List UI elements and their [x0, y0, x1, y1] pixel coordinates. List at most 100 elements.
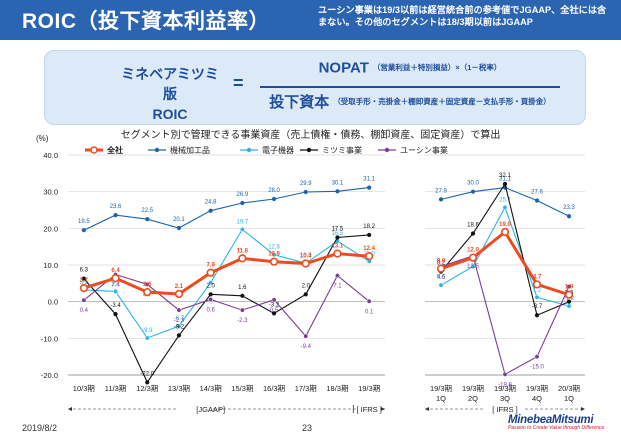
data-point	[81, 297, 87, 303]
data-point	[176, 307, 182, 313]
data-point	[303, 333, 309, 339]
data-label: 31.1	[499, 177, 511, 183]
y-tick-label: -10.0	[41, 334, 58, 343]
data-point	[81, 276, 86, 281]
data-label: 2.6	[143, 282, 152, 288]
data-label: 23.6	[110, 204, 122, 210]
data-point	[176, 323, 182, 329]
data-label: 1.2	[533, 287, 542, 293]
data-label: 29.9	[300, 181, 312, 187]
x-tick-label: 15/3期	[231, 384, 253, 393]
data-label: -3.4	[110, 303, 121, 309]
data-label: 30.1	[332, 180, 344, 186]
data-label: 19.7	[237, 219, 249, 225]
x-tick-label: 1Q	[436, 394, 446, 403]
data-label: 11.8	[237, 248, 249, 254]
data-point	[303, 292, 308, 297]
data-point	[470, 264, 476, 269]
data-point	[500, 227, 510, 237]
x-tick-label: 17/3期	[295, 384, 317, 393]
data-point	[333, 249, 342, 258]
data-label: -6.7	[174, 316, 185, 322]
x-tick-label: 19/3期	[462, 384, 484, 393]
data-point	[438, 197, 444, 202]
data-point	[176, 225, 182, 231]
data-label: -9.2	[174, 324, 185, 330]
data-label: 10.4	[300, 254, 312, 260]
x-tick-label: 16/3期	[263, 384, 285, 393]
data-label: 12.4	[363, 246, 375, 252]
data-label: 24.8	[205, 200, 217, 206]
bracket-label-ifrs: [ IFRS ]	[492, 405, 517, 414]
bracket-arrow	[581, 407, 585, 411]
series-line	[83, 187, 370, 231]
data-point	[145, 217, 150, 222]
fraction-line	[260, 86, 560, 88]
data-label: 16.5	[332, 231, 344, 237]
data-label: 25.7	[499, 197, 511, 203]
x-tick-label: 2Q	[468, 394, 478, 403]
data-point	[303, 189, 308, 195]
data-label: 12.0	[467, 248, 479, 254]
data-label: 22.5	[141, 208, 153, 214]
data-point	[174, 289, 184, 299]
series-line	[440, 229, 570, 297]
data-point	[468, 253, 478, 262]
data-label: 1.6	[238, 285, 247, 291]
data-point	[564, 290, 574, 299]
data-label: 23.3	[563, 205, 575, 211]
x-tick-label: 14/3期	[200, 384, 222, 393]
data-label: 6.4	[111, 268, 120, 274]
y-tick-label: 10.0	[43, 261, 58, 270]
data-point	[144, 281, 150, 287]
data-label: 4.7	[533, 274, 542, 280]
data-point	[145, 380, 150, 385]
x-tick-label: 20/3期	[558, 384, 580, 393]
data-label: 27.6	[531, 189, 543, 195]
denominator-detail: （受取手形・売掛金＋棚卸資産＋固定資産－支払手形・買掛金）	[333, 97, 551, 106]
data-label: -3.7	[532, 304, 543, 310]
data-point	[271, 311, 277, 316]
data-label: 7.1	[333, 284, 342, 290]
data-point	[143, 288, 152, 297]
data-label: 28.0	[268, 188, 280, 194]
formula-equals: =	[233, 73, 244, 93]
data-label: 3.7	[80, 278, 89, 284]
data-point	[470, 231, 476, 236]
data-point	[436, 264, 446, 273]
logo-text: MinebeaMitsumi	[508, 414, 594, 426]
data-point	[366, 298, 372, 304]
data-point	[367, 185, 372, 190]
data-label: 6.3	[80, 268, 89, 274]
data-label: 19.5	[78, 219, 90, 225]
x-tick-label: 1Q	[564, 394, 574, 403]
bracket-label-bg	[176, 403, 213, 415]
chart-subtitle: セグメント別で管理できる事業資産（売上債権・債務、棚卸資産、固定資産）で算出	[120, 130, 501, 141]
data-point	[502, 204, 508, 210]
x-tick-label: 11/3期	[105, 384, 127, 393]
y-tick-label: -20.0	[41, 371, 58, 380]
legend-label: ユーシン事業	[400, 145, 448, 155]
data-label: 7.4	[111, 283, 120, 289]
formula-denominator: 投下資本 （受取手形・売掛金＋棚卸資産＋固定資産－支払手形・買掛金）	[260, 91, 560, 112]
data-point	[239, 307, 245, 313]
y-tick-label: 30.0	[43, 188, 58, 197]
data-point	[79, 284, 88, 293]
y-tick-label: 0.0	[48, 298, 58, 307]
data-point	[238, 254, 247, 263]
data-label: 0.1	[365, 309, 374, 315]
bracket-arrow	[68, 407, 72, 411]
data-point	[208, 297, 214, 302]
data-label: 3.2	[80, 280, 89, 286]
legend-swatch-marker	[154, 147, 160, 153]
data-label: 10.5	[300, 253, 312, 259]
denominator-term: 投下資本	[269, 94, 330, 111]
data-label: 0.5	[270, 308, 279, 314]
data-label: 19.0	[499, 222, 511, 228]
x-tick-label: 18/3期	[326, 384, 348, 393]
logo-tagline: Passion to Create Value through Differen…	[508, 425, 605, 431]
bracket-label-bg	[485, 403, 525, 415]
data-label: 12.8	[268, 245, 280, 251]
data-point	[208, 280, 214, 286]
